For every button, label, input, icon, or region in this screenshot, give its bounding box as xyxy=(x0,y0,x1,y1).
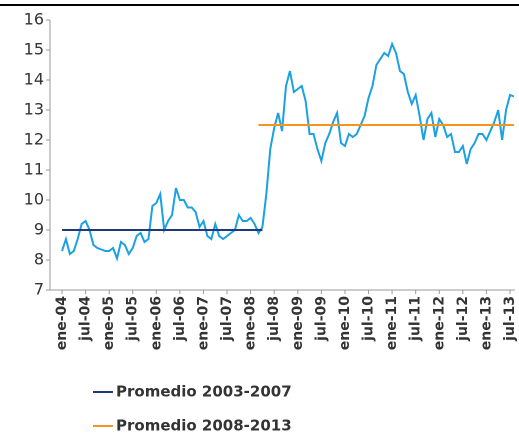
x-tick-label: ene-13 xyxy=(478,296,494,350)
x-tick-label: ene-08 xyxy=(243,296,259,350)
x-tick-label: jul-11 xyxy=(408,296,424,342)
y-tick-label: 15 xyxy=(24,40,44,59)
y-tick-label: 14 xyxy=(24,70,44,89)
y-tick-label: 7 xyxy=(34,280,44,299)
legend-label: Promedio 2003-2007 xyxy=(116,383,292,401)
x-tick-label: ene-05 xyxy=(101,296,117,350)
x-tick-label: jul-08 xyxy=(266,296,282,342)
x-tick-label: ene-06 xyxy=(148,296,164,350)
x-tick-label: ene-11 xyxy=(384,296,400,350)
y-tick-label: 12 xyxy=(24,130,44,149)
y-tick-label: 9 xyxy=(34,220,44,239)
x-tick-label: jul-05 xyxy=(125,296,141,342)
x-tick-label: ene-12 xyxy=(431,296,447,350)
x-tick-label: jul-04 xyxy=(78,296,94,342)
x-tick-label: jul-10 xyxy=(361,296,377,342)
x-tick-label: ene-09 xyxy=(290,296,306,350)
x-tick-label: jul-12 xyxy=(455,296,471,342)
x-tick-label: jul-09 xyxy=(313,296,329,342)
y-tick-label: 16 xyxy=(24,10,44,29)
y-tick-label: 8 xyxy=(34,250,44,269)
x-tick-label: ene-04 xyxy=(54,296,70,351)
y-tick-label: 10 xyxy=(24,190,44,209)
y-tick-label: 11 xyxy=(24,160,44,179)
legend-label: Promedio 2008-2013 xyxy=(116,417,292,435)
x-tick-label: jul-07 xyxy=(219,296,235,342)
x-tick-label: jul-13 xyxy=(502,296,518,342)
y-tick-label: 13 xyxy=(24,100,44,119)
x-tick-label: ene-10 xyxy=(337,296,353,351)
series-line xyxy=(61,41,515,262)
x-tick-label: jul-06 xyxy=(172,296,188,342)
x-tick-label: ene-07 xyxy=(195,296,211,350)
